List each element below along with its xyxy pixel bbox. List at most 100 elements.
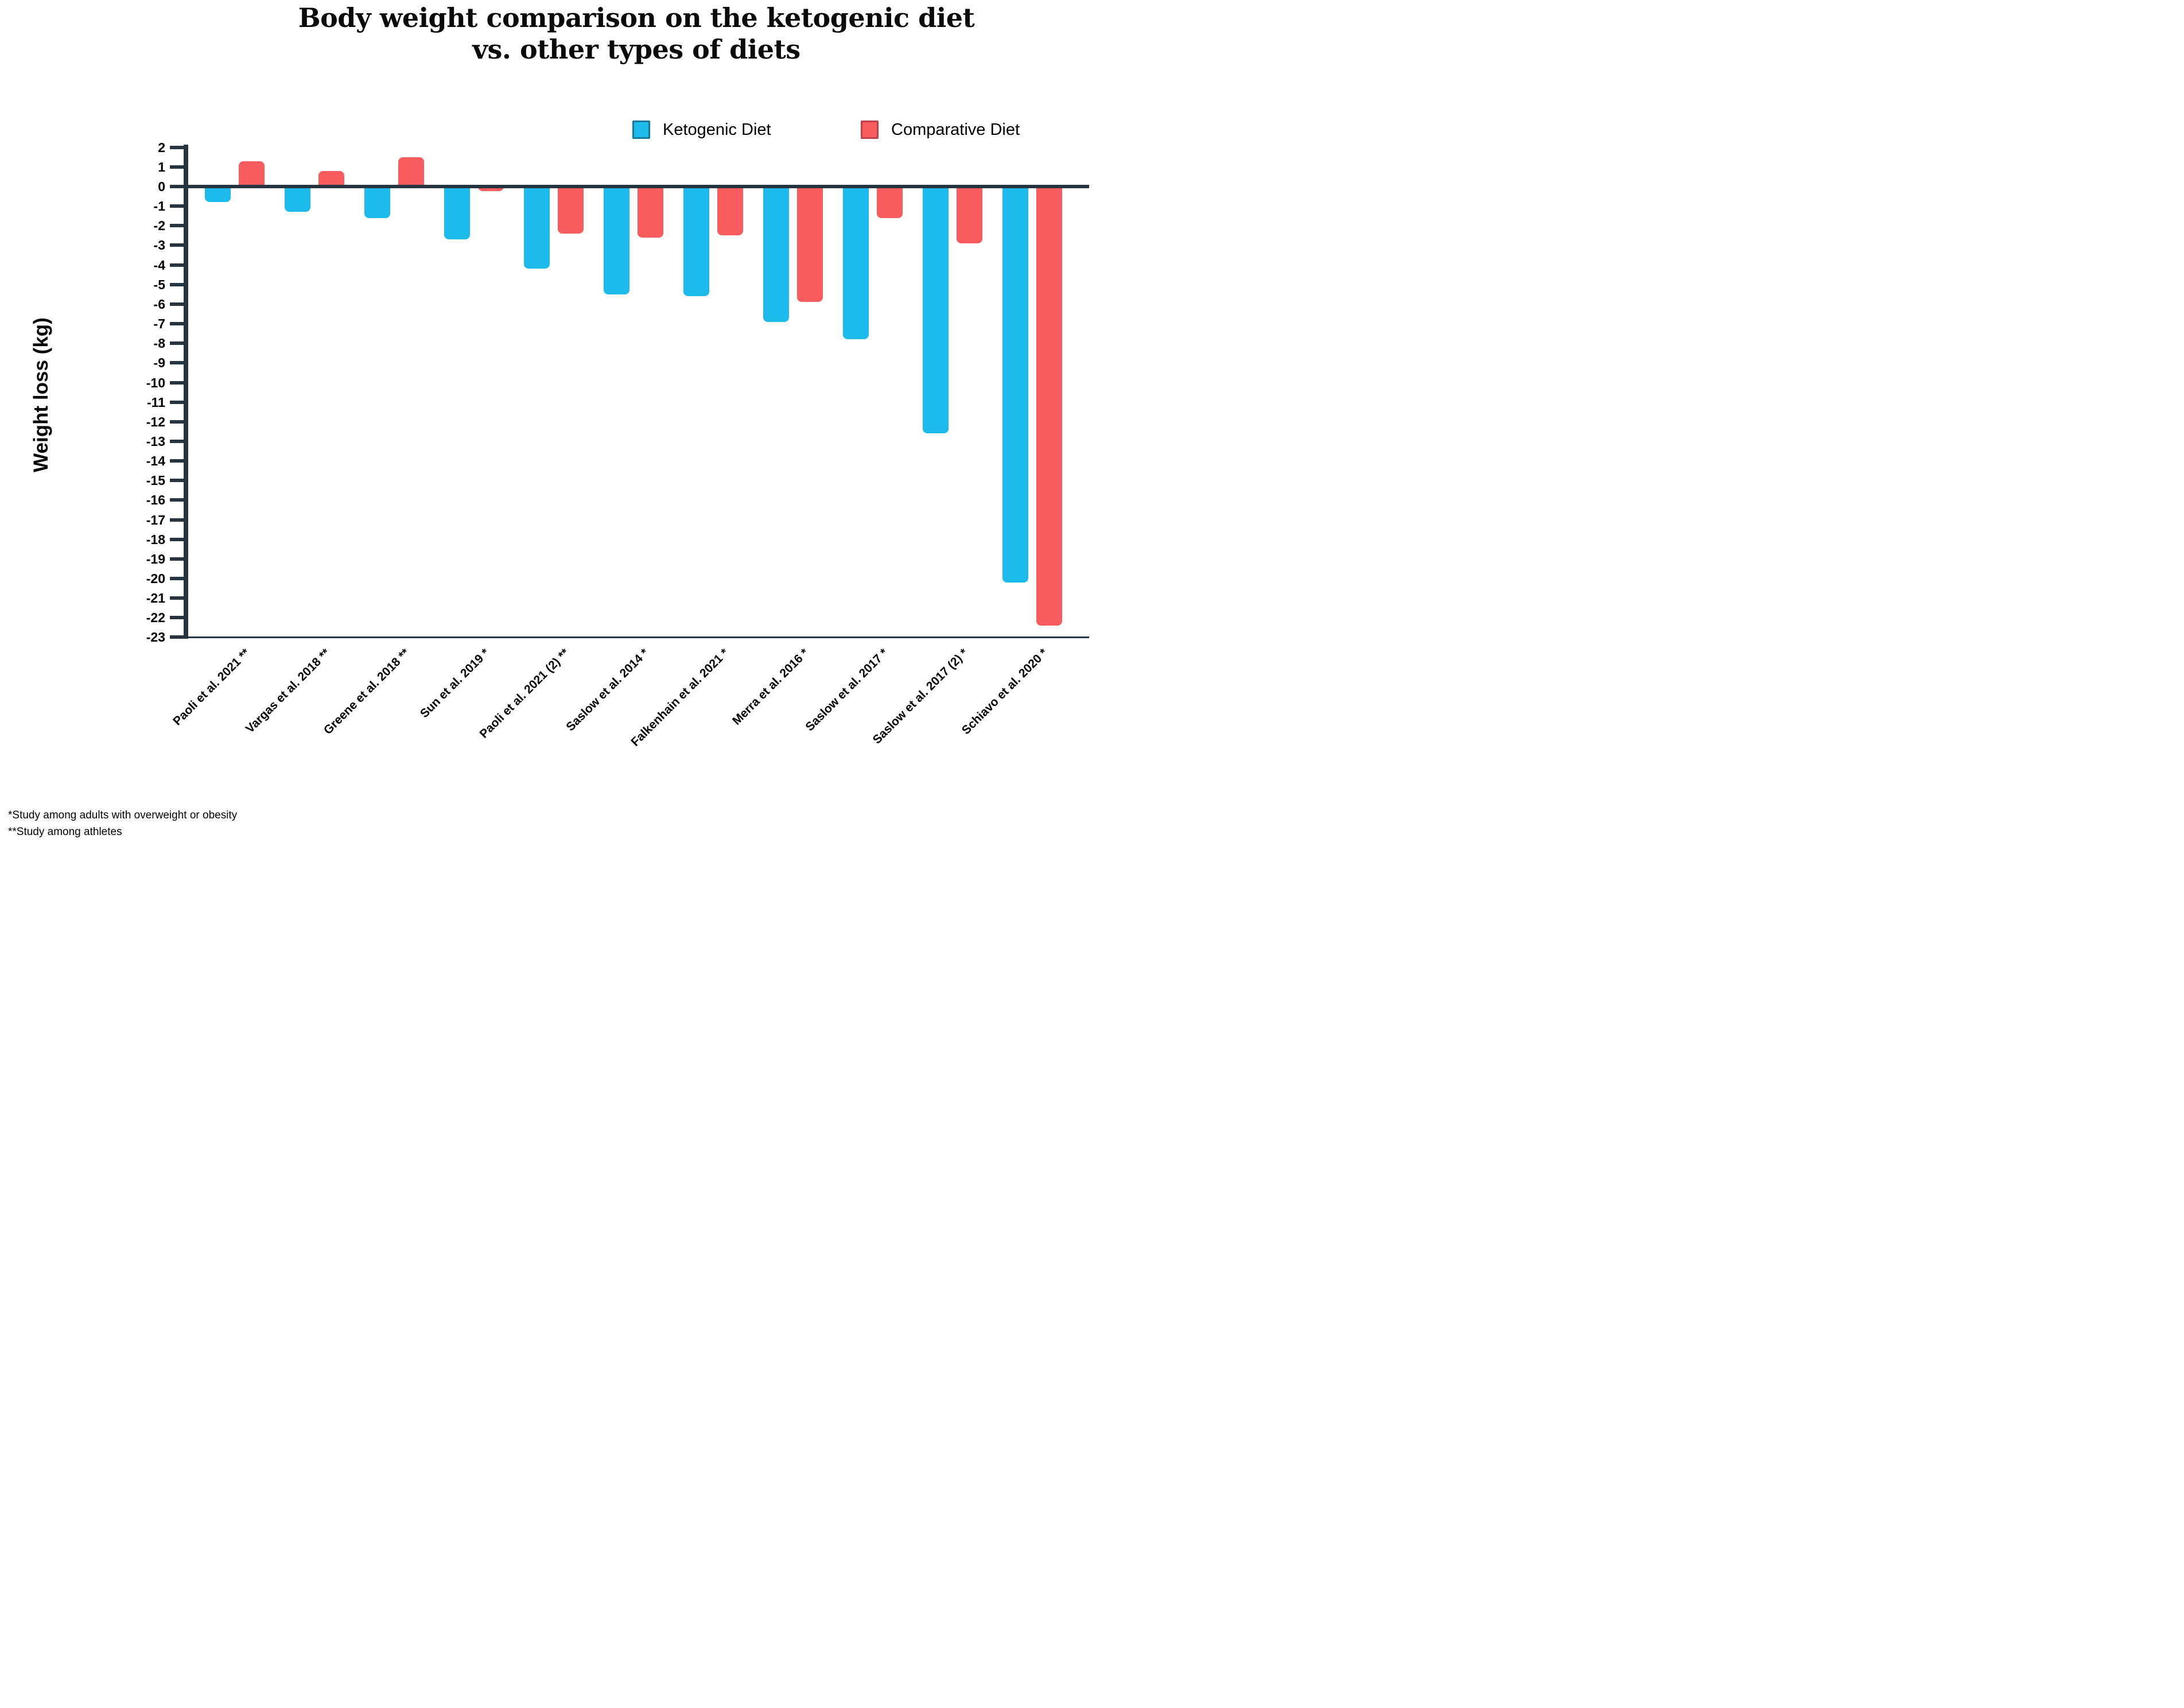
bar-comparative (797, 187, 823, 302)
plot-bottom-line (184, 636, 1089, 638)
legend-label-ketogenic: Ketogenic Diet (663, 120, 771, 139)
y-tick (170, 635, 184, 639)
y-tick-label: -9 (153, 355, 165, 371)
legend-label-comparative: Comparative Diet (891, 120, 1020, 139)
y-tick-label: -21 (146, 591, 165, 606)
y-tick (170, 518, 184, 522)
y-axis-title: Weight loss (kg) (30, 317, 52, 472)
y-tick-label: 2 (158, 139, 165, 155)
bar-comparative (558, 187, 584, 234)
footnote-athletes: **Study among athletes (8, 826, 122, 839)
y-tick (170, 557, 184, 561)
y-tick (170, 596, 184, 600)
bar-ketogenic (843, 187, 869, 340)
y-axis-line (184, 145, 188, 639)
y-tick (170, 302, 184, 306)
y-tick-label: -14 (146, 453, 165, 469)
y-tick (170, 459, 184, 463)
y-tick (170, 322, 184, 326)
y-tick-label: -4 (153, 257, 165, 273)
y-tick-label: -20 (146, 571, 165, 586)
y-tick (170, 381, 184, 385)
y-tick (170, 361, 184, 365)
x-axis-study-label: Merra et al. 2016 * (729, 646, 811, 728)
bar-comparative (239, 161, 265, 187)
bar-ketogenic (683, 187, 709, 297)
y-tick-label: -22 (146, 610, 165, 626)
y-tick-label: -13 (146, 433, 165, 449)
title-line-1: Body weight comparison on the ketogenic … (298, 2, 975, 33)
bar-comparative (957, 187, 982, 244)
y-tick-label: -17 (146, 512, 165, 527)
bar-comparative (877, 187, 903, 218)
y-tick-label: 1 (158, 159, 165, 174)
y-tick (170, 165, 184, 169)
legend-item-comparative: Comparative Diet (861, 119, 1020, 140)
bar-comparative (717, 187, 743, 236)
y-tick (170, 185, 184, 188)
y-tick-label: -8 (153, 336, 165, 351)
y-tick-label: -15 (146, 473, 165, 488)
x-axis-study-label: Sun et al. 2019 * (417, 646, 492, 721)
zero-baseline (184, 185, 1089, 188)
y-tick (170, 145, 184, 149)
plot-area: 2 1 0 -1 -2 -3 -4 -5 -6 -7 -8 -9 -10 -11 -12 -13 -14 -15 -… (0, 0, 1092, 854)
y-tick-label: -16 (146, 492, 165, 508)
y-tick (170, 282, 184, 286)
y-tick-label: -19 (146, 551, 165, 566)
footnote-overweight: *Study among adults with overweight or o… (8, 809, 238, 821)
x-axis-study-label: Saslow et al. 2017 * (803, 646, 891, 734)
y-tick (170, 400, 184, 404)
y-tick-label: -18 (146, 531, 165, 547)
title-line-2: vs. other types of diets (472, 34, 800, 65)
x-axis-study-label: Greene et al. 2018 ** (321, 646, 413, 737)
y-tick-label: -10 (146, 375, 165, 390)
y-tick-label: 0 (158, 179, 165, 194)
bar-ketogenic (763, 187, 789, 322)
bar-comparative (638, 187, 663, 238)
y-tick (170, 204, 184, 208)
bar-ketogenic (364, 187, 390, 218)
y-tick (170, 341, 184, 346)
bar-comparative (1036, 187, 1062, 626)
bar-ketogenic (205, 187, 231, 203)
y-tick-label: -3 (153, 238, 165, 253)
footnotes: *Study among adults with overweight or o… (8, 807, 237, 841)
legend-item-ketogenic: Ketogenic Diet (632, 119, 771, 140)
y-tick-label: -11 (147, 394, 165, 410)
x-axis-study-label: Paoli et al. 2021 ** (170, 646, 253, 728)
y-tick (170, 616, 184, 620)
y-tick-label: -2 (153, 218, 165, 234)
y-tick (170, 537, 184, 541)
y-tick-label: -7 (153, 316, 165, 332)
x-axis-study-label: Vargas et al. 2018 ** (243, 646, 333, 736)
bar-comparative (398, 157, 424, 187)
y-tick (170, 224, 184, 228)
y-tick (170, 263, 184, 267)
y-tick (170, 498, 184, 502)
y-tick-label: -1 (153, 199, 165, 214)
x-axis-study-label: Schiavo et al. 2020 * (959, 646, 1051, 737)
bar-ketogenic (444, 187, 470, 240)
comparative-swatch-icon (861, 121, 879, 139)
infographic-page: Body weight comparison on the ketogenic … (0, 0, 1092, 854)
y-tick (170, 420, 184, 424)
y-tick-label: -6 (153, 296, 165, 312)
y-tick (170, 479, 184, 483)
bar-ketogenic (285, 187, 310, 212)
ketogenic-swatch-icon (632, 121, 650, 139)
y-tick-label: -23 (146, 630, 165, 645)
bar-ketogenic (1002, 187, 1028, 583)
x-axis-study-label: Saslow et al. 2014 * (564, 646, 652, 734)
x-axis-study-label: Paoli et al. 2021 (2) ** (477, 646, 572, 741)
y-tick (170, 243, 184, 247)
y-tick-label: -12 (146, 414, 165, 429)
bar-comparative (478, 187, 504, 191)
bar-ketogenic (923, 187, 949, 434)
bar-ketogenic (604, 187, 629, 294)
bar-comparative (318, 170, 344, 187)
bar-ketogenic (524, 187, 550, 269)
y-tick-label: -5 (153, 277, 165, 292)
y-tick (170, 577, 184, 580)
page-title: Body weight comparison on the ketogenic … (184, 2, 1089, 65)
